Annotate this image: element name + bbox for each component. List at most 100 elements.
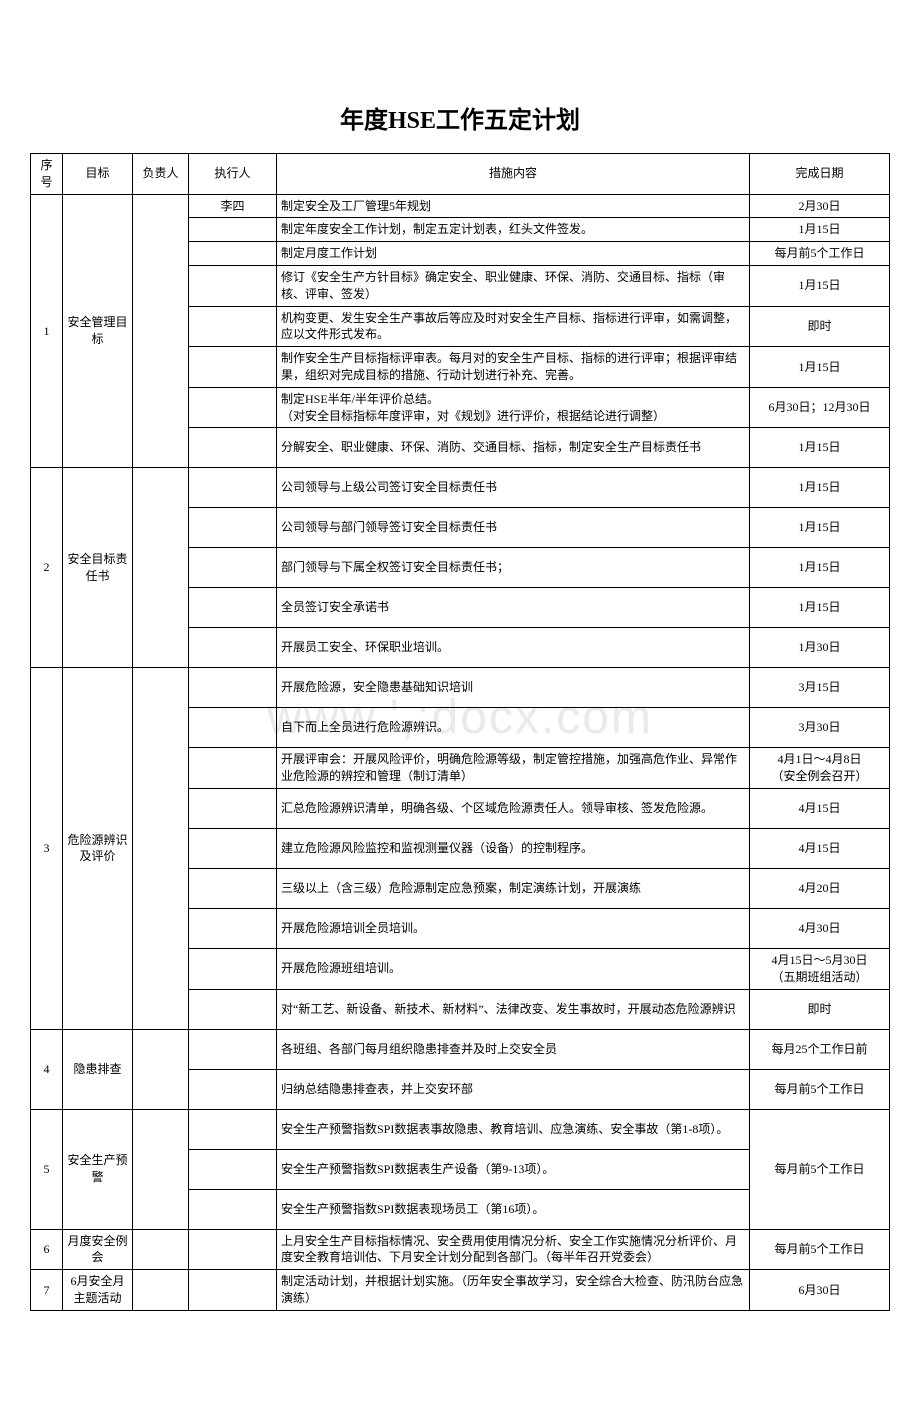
table-row: 3危险源辨识及评价开展危险源，安全隐患基础知识培训3月15日 (31, 668, 890, 708)
cell-executor (189, 1109, 277, 1149)
cell-measure: 制作安全生产目标指标评审表。每月对的安全生产目标、指标的进行评审；根据评审结果，… (277, 347, 750, 388)
cell-measure: 开展危险源培训全员培训。 (277, 908, 750, 948)
table-row: 6月度安全例会上月安全生产目标指标情况、安全费用使用情况分析、安全工作实施情况分… (31, 1229, 890, 1270)
cell-measure: 建立危险源风险监控和监视测量仪器（设备）的控制程序。 (277, 828, 750, 868)
cell-date: 即时 (750, 989, 890, 1029)
cell-executor (189, 347, 277, 388)
cell-goal: 隐患排查 (63, 1029, 133, 1109)
cell-date: 1月30日 (750, 628, 890, 668)
cell-seq: 2 (31, 468, 63, 668)
cell-measure: 分解安全、职业健康、环保、消防、交通目标、指标，制定安全生产目标责任书 (277, 428, 750, 468)
cell-goal: 6月安全月主题活动 (63, 1270, 133, 1311)
cell-seq: 5 (31, 1109, 63, 1229)
col-seq: 序号 (31, 154, 63, 195)
cell-executor (189, 1149, 277, 1189)
cell-executor (189, 1229, 277, 1270)
cell-date: 1月15日 (750, 588, 890, 628)
cell-measure: 全员签订安全承诺书 (277, 588, 750, 628)
cell-measure: 机构变更、发生安全生产事故后等应及时对安全生产目标、指标进行评审，如需调整，应以… (277, 306, 750, 347)
cell-measure: 归纳总结隐患排查表，并上交安环部 (277, 1069, 750, 1109)
cell-executor (189, 218, 277, 242)
cell-responsible (133, 1109, 189, 1229)
cell-date: 1月15日 (750, 347, 890, 388)
cell-date: 4月15日～5月30日 （五期班组活动） (750, 948, 890, 989)
cell-measure: 上月安全生产目标指标情况、安全费用使用情况分析、安全工作实施情况分析评价、月度安… (277, 1229, 750, 1270)
cell-executor (189, 989, 277, 1029)
col-responsible: 负责人 (133, 154, 189, 195)
cell-executor (189, 908, 277, 948)
cell-date: 1月15日 (750, 548, 890, 588)
col-date: 完成日期 (750, 154, 890, 195)
col-measure: 措施内容 (277, 154, 750, 195)
cell-goal: 安全目标责任书 (63, 468, 133, 668)
cell-measure: 制定HSE半年/半年评价总结。 （对安全目标指标年度评审，对《规划》进行评价，根… (277, 387, 750, 428)
cell-date: 2月30日 (750, 194, 890, 218)
table-row: 5安全生产预警安全生产预警指数SPI数据表事故隐患、教育培训、应急演练、安全事故… (31, 1109, 890, 1149)
cell-date: 1月15日 (750, 265, 890, 306)
plan-table: 序号 目标 负责人 执行人 措施内容 完成日期 1安全管理目标李四制定安全及工厂… (30, 153, 890, 1311)
table-row: 1安全管理目标李四制定安全及工厂管理5年规划2月30日 (31, 194, 890, 218)
cell-goal: 安全管理目标 (63, 194, 133, 468)
cell-date: 4月30日 (750, 908, 890, 948)
cell-date: 每月前5个工作日 (750, 1109, 890, 1229)
cell-executor: 李四 (189, 194, 277, 218)
cell-measure: 开展评审会：开展风险评价，明确危险源等级，制定管控措施，加强高危作业、异常作业危… (277, 748, 750, 789)
cell-measure: 制定月度工作计划 (277, 242, 750, 266)
cell-executor (189, 948, 277, 989)
cell-date: 每月前5个工作日 (750, 242, 890, 266)
cell-measure: 制定活动计划，并根据计划实施。（历年安全事故学习，安全综合大检查、防汛防台应急演… (277, 1270, 750, 1311)
col-executor: 执行人 (189, 154, 277, 195)
cell-measure: 安全生产预警指数SPI数据表事故隐患、教育培训、应急演练、安全事故（第1-8项）… (277, 1109, 750, 1149)
cell-date: 每月前5个工作日 (750, 1069, 890, 1109)
cell-responsible (133, 194, 189, 468)
cell-executor (189, 468, 277, 508)
cell-measure: 汇总危险源辨识清单，明确各级、个区域危险源责任人。领导审核、签发危险源。 (277, 788, 750, 828)
cell-executor (189, 868, 277, 908)
cell-executor (189, 1029, 277, 1069)
cell-date: 1月15日 (750, 468, 890, 508)
cell-executor (189, 265, 277, 306)
cell-measure: 三级以上（含三级）危险源制定应急预案，制定演练计划，开展演练 (277, 868, 750, 908)
cell-date: 4月15日 (750, 828, 890, 868)
cell-seq: 4 (31, 1029, 63, 1109)
table-row: 76月安全月主题活动 制定活动计划，并根据计划实施。（历年安全事故学习，安全综合大… (31, 1270, 890, 1311)
cell-goal: 安全生产预警 (63, 1109, 133, 1229)
cell-measure: 各班组、各部门每月组织隐患排查并及时上交安全员 (277, 1029, 750, 1069)
cell-executor (189, 588, 277, 628)
cell-date: 每月前5个工作日 (750, 1229, 890, 1270)
cell-date: 1月15日 (750, 508, 890, 548)
cell-date: 4月20日 (750, 868, 890, 908)
cell-executor (189, 708, 277, 748)
cell-seq: 3 (31, 668, 63, 1029)
cell-measure: 安全生产预警指数SPI数据表生产设备（第9-13项）。 (277, 1149, 750, 1189)
table-header-row: 序号 目标 负责人 执行人 措施内容 完成日期 (31, 154, 890, 195)
cell-executor (189, 1069, 277, 1109)
cell-seq: 6 (31, 1229, 63, 1270)
cell-measure: 制定安全及工厂管理5年规划 (277, 194, 750, 218)
cell-executor (189, 1189, 277, 1229)
cell-executor (189, 428, 277, 468)
cell-executor (189, 306, 277, 347)
cell-executor (189, 788, 277, 828)
cell-goal: 危险源辨识及评价 (63, 668, 133, 1029)
cell-date: 6月30日 (750, 1270, 890, 1311)
table-row: 4隐患排查各班组、各部门每月组织隐患排查并及时上交安全员每月25个工作日前 (31, 1029, 890, 1069)
cell-executor (189, 508, 277, 548)
cell-seq: 7 (31, 1270, 63, 1311)
cell-date: 1月15日 (750, 428, 890, 468)
cell-measure: 制定年度安全工作计划，制定五定计划表，红头文件签发。 (277, 218, 750, 242)
cell-date: 6月30日；12月30日 (750, 387, 890, 428)
cell-measure: 部门领导与下属全权签订安全目标责任书； (277, 548, 750, 588)
cell-executor (189, 242, 277, 266)
col-goal: 目标 (63, 154, 133, 195)
cell-measure: 自下而上全员进行危险源辨识。 (277, 708, 750, 748)
cell-executor (189, 748, 277, 789)
cell-executor (189, 628, 277, 668)
cell-executor (189, 387, 277, 428)
cell-date: 3月30日 (750, 708, 890, 748)
cell-measure: 对“新工艺、新设备、新技术、新材料”、法律改变、发生事故时，开展动态危险源辨识 (277, 989, 750, 1029)
cell-measure: 安全生产预警指数SPI数据表现场员工（第16项）。 (277, 1189, 750, 1229)
page-title: 年度HSE工作五定计划 (30, 100, 890, 135)
cell-measure: 开展员工安全、环保职业培训。 (277, 628, 750, 668)
cell-date: 4月1日～4月8日 （安全例会召开） (750, 748, 890, 789)
